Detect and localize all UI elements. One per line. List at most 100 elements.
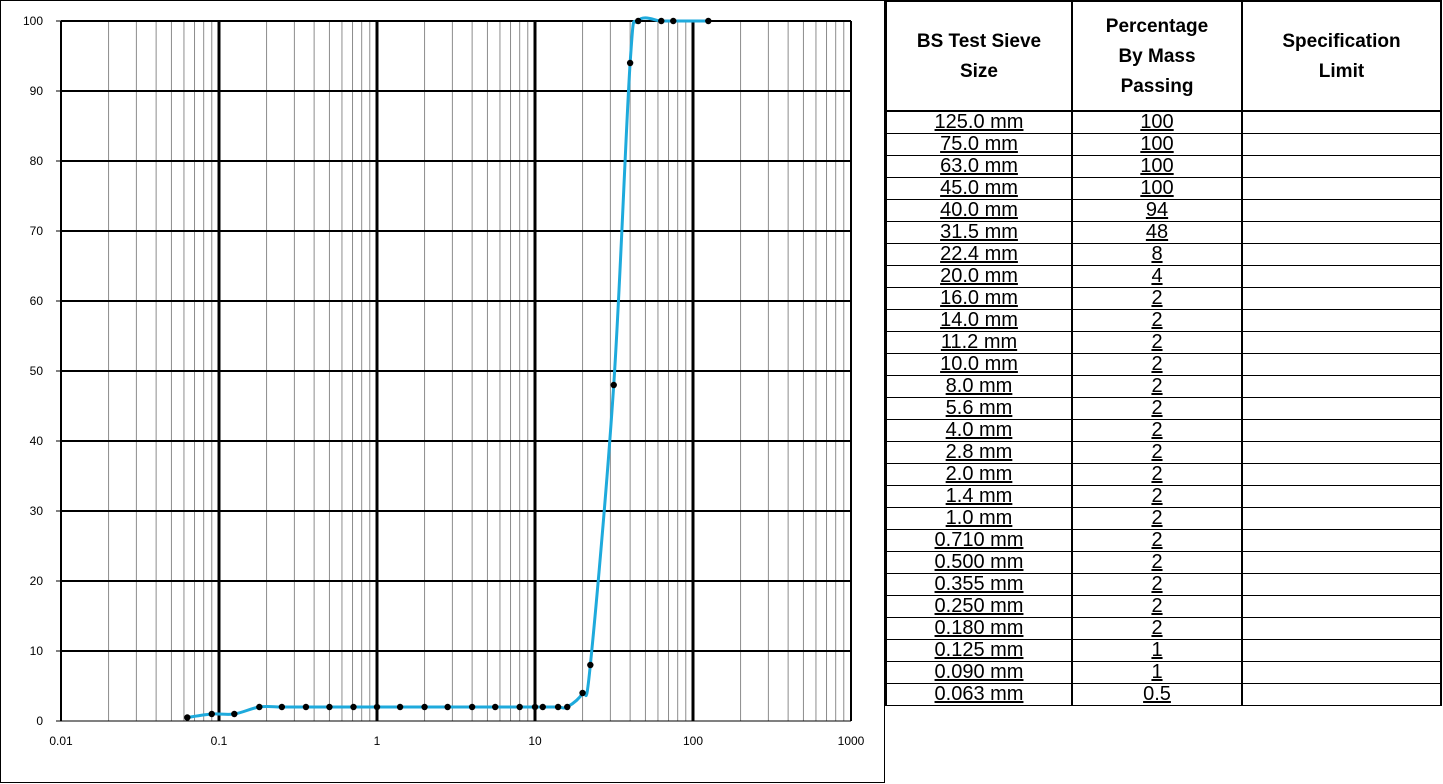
sieve-size-cell: 1.4 mm	[885, 485, 1073, 508]
sieve-size-cell: 31.5 mm	[885, 221, 1073, 244]
table-row: 0.710 mm 2	[885, 529, 1442, 552]
data-point-marker	[670, 17, 677, 25]
specification-limit-cell	[1241, 507, 1442, 530]
specification-limit-cell	[1241, 441, 1442, 464]
y-tick-label: 40	[30, 434, 44, 448]
specification-limit-cell	[1241, 463, 1442, 486]
table-row: 1.0 mm 2	[885, 507, 1442, 530]
sieve-table: BS Test Sieve Size Percentage By Mass Passi…	[885, 0, 1442, 706]
data-point-marker	[635, 17, 642, 25]
percentage-passing-cell: 100	[1071, 155, 1243, 178]
table-row: 31.5 mm 48	[885, 221, 1442, 244]
percentage-passing-cell: 1	[1071, 639, 1243, 662]
y-tick-label: 90	[30, 84, 44, 98]
percentage-passing-cell: 0.5	[1071, 683, 1243, 706]
sieve-size-cell: 45.0 mm	[885, 177, 1073, 200]
specification-limit-cell	[1241, 661, 1442, 684]
header-specification-limit-line: Limit	[1318, 61, 1365, 82]
table-row: 14.0 mm 2	[885, 309, 1442, 332]
sieve-size-cell: 11.2 mm	[885, 331, 1073, 354]
x-tick-label: 1000	[838, 734, 865, 748]
sieve-size-cell: 0.355 mm	[885, 573, 1073, 596]
y-tick-label: 0	[36, 714, 43, 728]
percentage-passing-cell: 94	[1071, 199, 1243, 222]
table-row: 20.0 mm 4	[885, 265, 1442, 288]
data-point-marker	[492, 703, 499, 711]
header-percentage-passing-line: By Mass	[1118, 46, 1196, 67]
data-point-marker	[421, 703, 428, 711]
header-percentage-passing: Percentage By Mass Passing	[1071, 0, 1243, 112]
data-point-marker	[626, 59, 634, 67]
y-tick-label: 100	[23, 14, 43, 28]
header-sieve-size: BS Test Sieve Size	[885, 0, 1073, 112]
data-point-marker	[184, 714, 191, 721]
percentage-passing-cell: 2	[1071, 617, 1243, 640]
sieve-size-cell: 0.500 mm	[885, 551, 1073, 574]
sieve-table-panel: BS Test Sieve Size Percentage By Mass Passi…	[885, 0, 1443, 783]
percentage-passing-cell: 100	[1071, 177, 1243, 200]
table-header-row: BS Test Sieve Size Percentage By Mass Passi…	[885, 0, 1442, 112]
specification-limit-cell	[1241, 419, 1442, 442]
header-percentage-passing-line: Passing	[1120, 76, 1194, 97]
table-row: 5.6 mm 2	[885, 397, 1442, 420]
y-tick-label: 20	[30, 574, 44, 588]
sieve-size-cell: 1.0 mm	[885, 507, 1073, 530]
percentage-passing-cell: 2	[1071, 529, 1243, 552]
table-row: 1.4 mm 2	[885, 485, 1442, 508]
table-row: 0.250 mm 2	[885, 595, 1442, 618]
specification-limit-cell	[1241, 375, 1442, 398]
table-row: 10.0 mm 2	[885, 353, 1442, 376]
sieve-size-cell: 2.0 mm	[885, 463, 1073, 486]
header-percentage-passing-line: Percentage	[1105, 16, 1209, 37]
grading-chart: 0 10 20 30 40 50 60 70 80 90 100 0.01 0.1 1 10 100 1000	[23, 14, 865, 748]
percentage-passing-cell: 1	[1071, 661, 1243, 684]
data-point-marker	[516, 703, 523, 711]
table-row: 75.0 mm 100	[885, 133, 1442, 156]
percentage-passing-cell: 2	[1071, 573, 1243, 596]
percentage-passing-cell: 2	[1071, 309, 1243, 332]
sieve-size-cell: 0.125 mm	[885, 639, 1073, 662]
table-row: 4.0 mm 2	[885, 419, 1442, 442]
specification-limit-cell	[1241, 529, 1442, 552]
sieve-size-cell: 16.0 mm	[885, 287, 1073, 310]
specification-limit-cell	[1241, 639, 1442, 662]
percentage-passing-cell: 48	[1071, 221, 1243, 244]
percentage-passing-cell: 2	[1071, 419, 1243, 442]
specification-limit-cell	[1241, 573, 1442, 596]
sieve-size-cell: 75.0 mm	[885, 133, 1073, 156]
y-tick-label: 50	[30, 364, 44, 378]
table-row: 63.0 mm 100	[885, 155, 1442, 178]
table-row: 16.0 mm 2	[885, 287, 1442, 310]
specification-limit-cell	[1241, 287, 1442, 310]
sieve-size-cell: 5.6 mm	[885, 397, 1073, 420]
percentage-passing-cell: 2	[1071, 397, 1243, 420]
specification-limit-cell	[1241, 155, 1442, 178]
sieve-size-cell: 2.8 mm	[885, 441, 1073, 464]
sieve-size-cell: 0.250 mm	[885, 595, 1073, 618]
x-tick-label: 1	[374, 734, 381, 748]
data-point-marker	[444, 703, 451, 711]
sieve-size-cell: 40.0 mm	[885, 199, 1073, 222]
percentage-passing-cell: 2	[1071, 375, 1243, 398]
table-row: 11.2 mm 2	[885, 331, 1442, 354]
x-tick-label: 10	[528, 734, 542, 748]
specification-limit-cell	[1241, 353, 1442, 376]
data-point-marker	[278, 703, 286, 711]
data-point-marker	[579, 689, 586, 697]
percentage-passing-cell: 100	[1071, 110, 1243, 134]
data-point-marker	[658, 17, 665, 25]
data-point-marker	[350, 703, 357, 711]
x-tick-label: 100	[683, 734, 703, 748]
y-axis-tick-labels: 0 10 20 30 40 50 60 70 80 90 100	[23, 14, 61, 728]
specification-limit-cell	[1241, 617, 1442, 640]
percentage-passing-cell: 100	[1071, 133, 1243, 156]
specification-limit-cell	[1241, 397, 1442, 420]
table-row: 45.0 mm 100	[885, 177, 1442, 200]
data-point-marker	[564, 703, 571, 711]
specification-limit-cell	[1241, 177, 1442, 200]
percentage-passing-cell: 4	[1071, 265, 1243, 288]
percentage-passing-cell: 2	[1071, 353, 1243, 376]
y-tick-label: 30	[30, 504, 44, 518]
table-row: 2.0 mm 2	[885, 463, 1442, 486]
specification-limit-cell	[1241, 683, 1442, 706]
